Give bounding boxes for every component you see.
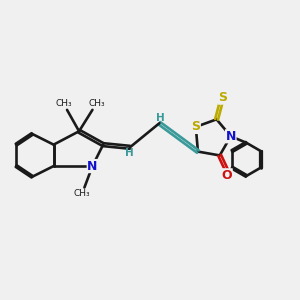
Text: N: N bbox=[226, 130, 236, 143]
Text: H: H bbox=[155, 113, 164, 123]
Text: CH₃: CH₃ bbox=[56, 99, 72, 108]
Text: S: S bbox=[218, 91, 227, 104]
Text: S: S bbox=[191, 120, 200, 134]
Text: O: O bbox=[221, 169, 232, 182]
Text: CH₃: CH₃ bbox=[74, 189, 91, 198]
Text: H: H bbox=[125, 148, 134, 158]
Text: N: N bbox=[87, 160, 98, 172]
Text: CH₃: CH₃ bbox=[89, 99, 106, 108]
